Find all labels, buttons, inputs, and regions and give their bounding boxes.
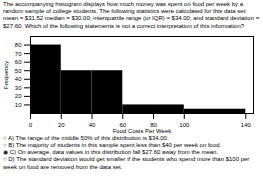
svg-text:10: 10 bbox=[15, 102, 22, 108]
html-text:○ D) The standard deviation wo: ○ D) The standard deviation would get sm… bbox=[3, 156, 250, 170]
html-text:◉ C) On average, data values i: ◉ C) On average, data values in this dis… bbox=[3, 149, 219, 156]
html-text:○ B) The majority of students: ○ B) The majority of students in this sa… bbox=[3, 141, 222, 148]
svg-text:60: 60 bbox=[15, 59, 22, 65]
svg-text:140: 140 bbox=[241, 122, 252, 128]
svg-text:0: 0 bbox=[29, 122, 33, 128]
svg-text:60: 60 bbox=[119, 121, 127, 128]
html-text:○ A) The range of the middle 5: ○ A) The range of the middle 50% of this… bbox=[3, 134, 169, 141]
svg-text:40: 40 bbox=[89, 122, 96, 128]
svg-text:Food Costs Per Week: Food Costs Per Week bbox=[113, 127, 173, 133]
svg-text:Frequency: Frequency bbox=[3, 61, 9, 89]
svg-text:80: 80 bbox=[150, 121, 157, 128]
svg-text:70: 70 bbox=[15, 50, 22, 56]
html-text:The accompanying histogram dis: The accompanying histogram displays how … bbox=[3, 1, 260, 29]
svg-text:100: 100 bbox=[179, 122, 190, 128]
svg-text:80: 80 bbox=[15, 42, 22, 48]
svg-text:20: 20 bbox=[58, 122, 65, 128]
svg-text:50: 50 bbox=[15, 67, 22, 73]
svg-text:40: 40 bbox=[15, 76, 22, 82]
svg-text:20: 20 bbox=[15, 93, 22, 99]
svg-text:30: 30 bbox=[15, 85, 22, 91]
